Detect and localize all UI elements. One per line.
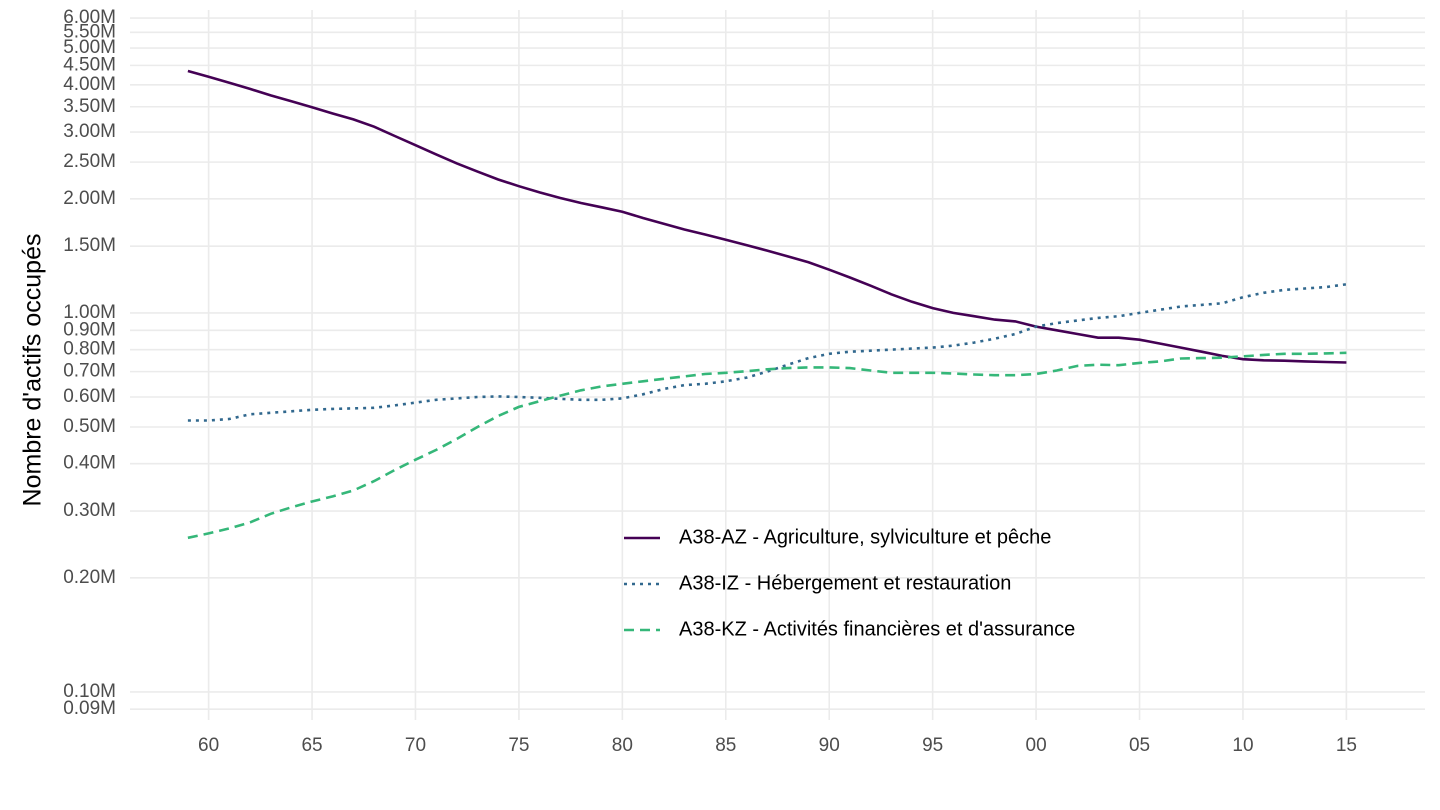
y-tick-label: 4.00M — [63, 74, 116, 95]
x-tick-label: 60 — [198, 735, 219, 756]
y-tick-label: 0.60M — [63, 386, 116, 407]
x-tick-label: 65 — [301, 735, 322, 756]
y-tick-label: 3.00M — [63, 121, 116, 142]
y-tick-label: 6.00M — [63, 7, 116, 28]
y-tick-label: 1.50M — [63, 235, 116, 256]
series-line — [187, 283, 1347, 422]
y-tick-label: 0.40M — [63, 453, 116, 474]
x-tick-label: 95 — [922, 735, 943, 756]
x-tick-label: 00 — [1026, 735, 1047, 756]
y-tick-label: 0.20M — [63, 567, 116, 588]
series-line — [187, 69, 1347, 364]
y-tick-label: 0.50M — [63, 416, 116, 437]
y-tick-label: 0.70M — [63, 361, 116, 382]
y-tick-label: 0.30M — [63, 500, 116, 521]
x-tick-label: 05 — [1129, 735, 1150, 756]
y-tick-label: 0.80M — [63, 339, 116, 360]
x-tick-label: 70 — [405, 735, 426, 756]
y-tick-label: 0.09M — [63, 698, 116, 719]
y-tick-label: 0.10M — [63, 681, 116, 702]
x-tick-label: 90 — [819, 735, 840, 756]
y-tick-label: 0.90M — [63, 319, 116, 340]
x-tick-label: 10 — [1232, 735, 1253, 756]
y-tick-label: 5.50M — [63, 21, 116, 42]
legend-label: A38-KZ - Activités financières et d'assu… — [679, 618, 1075, 640]
series-line — [187, 351, 1347, 540]
y-tick-label: 2.00M — [63, 188, 116, 209]
y-tick-label: 5.00M — [63, 37, 116, 58]
y-tick-label: 2.50M — [63, 151, 116, 172]
y-tick-label: 3.50M — [63, 96, 116, 117]
x-tick-label: 85 — [715, 735, 736, 756]
y-tick-label: 1.00M — [63, 302, 116, 323]
x-tick-label: 75 — [508, 735, 529, 756]
y-axis-title: Nombre d'actifs occupés — [19, 234, 47, 507]
legend-label: A38-IZ - Hébergement et restauration — [679, 572, 1011, 594]
legend-label: A38-AZ - Agriculture, sylviculture et pê… — [679, 526, 1051, 548]
x-tick-label: 80 — [612, 735, 633, 756]
x-tick-label: 15 — [1336, 735, 1357, 756]
y-tick-label: 4.50M — [63, 54, 116, 75]
